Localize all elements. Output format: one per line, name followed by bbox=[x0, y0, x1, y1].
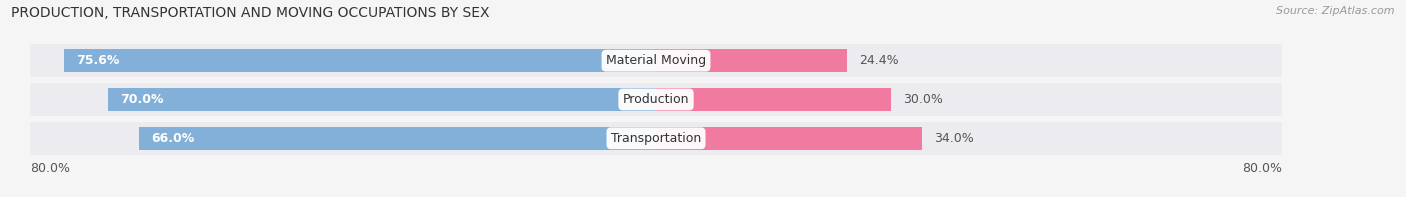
Bar bbox=[657, 127, 922, 150]
Text: 80.0%: 80.0% bbox=[30, 162, 70, 175]
Text: 34.0%: 34.0% bbox=[934, 132, 974, 145]
Bar bbox=[30, 83, 1282, 116]
Text: 24.4%: 24.4% bbox=[859, 54, 898, 67]
Bar bbox=[30, 122, 1282, 155]
Bar bbox=[657, 88, 891, 111]
Text: Production: Production bbox=[623, 93, 689, 106]
Text: Source: ZipAtlas.com: Source: ZipAtlas.com bbox=[1277, 6, 1395, 16]
Text: 80.0%: 80.0% bbox=[1243, 162, 1282, 175]
Text: 30.0%: 30.0% bbox=[903, 93, 942, 106]
Bar bbox=[139, 127, 657, 150]
Bar bbox=[657, 49, 846, 72]
Text: 70.0%: 70.0% bbox=[120, 93, 163, 106]
Bar bbox=[30, 44, 1282, 77]
Text: Transportation: Transportation bbox=[610, 132, 702, 145]
Text: 75.6%: 75.6% bbox=[76, 54, 120, 67]
Text: 66.0%: 66.0% bbox=[150, 132, 194, 145]
Bar bbox=[108, 88, 657, 111]
Text: Material Moving: Material Moving bbox=[606, 54, 706, 67]
Text: PRODUCTION, TRANSPORTATION AND MOVING OCCUPATIONS BY SEX: PRODUCTION, TRANSPORTATION AND MOVING OC… bbox=[11, 6, 489, 20]
Bar bbox=[65, 49, 657, 72]
